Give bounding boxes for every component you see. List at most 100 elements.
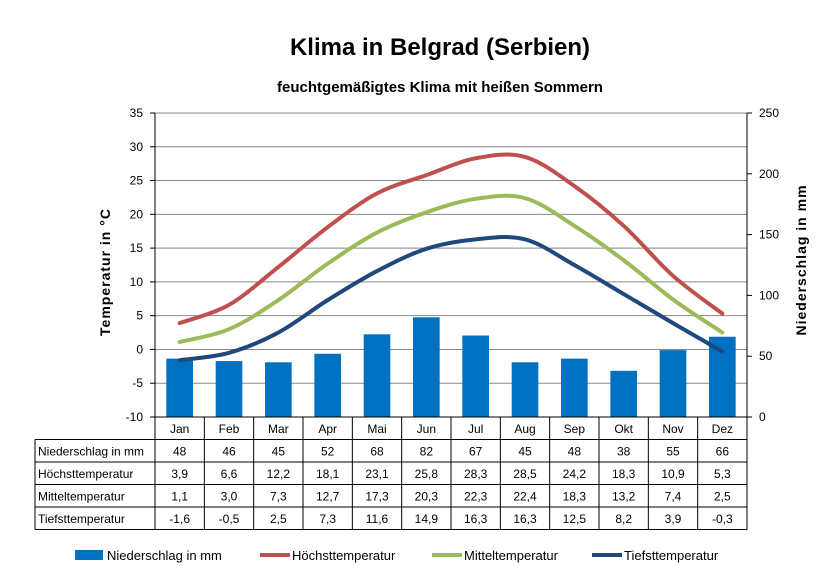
- table-cell: 82: [420, 445, 434, 459]
- table-cell: 45: [272, 445, 286, 459]
- table-row-header: Tiefsttemperatur: [38, 512, 125, 526]
- table-cell: 3,9: [665, 512, 682, 526]
- left-axis-ticks: -10 -5 0 5 10 15 20 25 30 35: [126, 106, 144, 424]
- axes: [150, 112, 752, 418]
- table-cell: -1,6: [169, 512, 190, 526]
- bar-niederschlag-feb: [215, 361, 243, 417]
- table-cell: 14,9: [415, 512, 439, 526]
- bar-niederschlag-nov: [659, 350, 687, 417]
- category-label: Aug: [514, 422, 535, 436]
- category-label: Okt: [614, 422, 633, 436]
- right-tick-label: 0: [759, 410, 766, 424]
- table-row-header: Höchsttemperatur: [38, 467, 133, 481]
- table-cell: 22,4: [513, 490, 537, 504]
- table-cell: 16,3: [464, 512, 488, 526]
- category-label: Feb: [219, 422, 240, 436]
- right-axis-ticks: 0 50 100 150 200 250: [759, 106, 779, 424]
- table-cell: 17,3: [365, 490, 389, 504]
- right-tick-label: 50: [759, 349, 773, 363]
- table-cell: 55: [666, 445, 680, 459]
- table-cell: 12,2: [267, 467, 291, 481]
- legend-label: Höchsttemperatur: [292, 548, 396, 563]
- chart-subtitle: feuchtgemäßigtes Klima mit heißen Sommer…: [277, 79, 603, 96]
- table-row-header: Niederschlag in mm: [38, 445, 144, 459]
- category-label: Sep: [564, 422, 586, 436]
- table-cell: 2,5: [270, 512, 287, 526]
- legend-label: Mitteltemperatur: [464, 548, 559, 563]
- table-cell: 23,1: [365, 467, 389, 481]
- table-cell: 68: [370, 445, 384, 459]
- legend: Niederschlag in mm Höchsttemperatur Mittel…: [75, 548, 719, 563]
- table-cell: 24,2: [563, 467, 587, 481]
- grid-lines: [155, 112, 747, 418]
- category-label: Apr: [318, 422, 337, 436]
- table-cell: 20,3: [415, 490, 439, 504]
- table-cell: 12,7: [316, 490, 340, 504]
- right-tick-label: 200: [759, 167, 779, 181]
- table-cell: 22,3: [464, 490, 488, 504]
- bar-niederschlag-sep: [561, 358, 588, 417]
- left-tick-label: -5: [132, 376, 143, 390]
- table-cell: -0,5: [219, 512, 240, 526]
- table-cell: 38: [617, 445, 631, 459]
- legend-label: Niederschlag in mm: [107, 548, 222, 563]
- table-cell: 48: [568, 445, 582, 459]
- y-axis-label-right: Niederschlag in mm: [793, 184, 809, 335]
- right-tick-label: 150: [759, 228, 779, 242]
- category-label: Mar: [268, 422, 289, 436]
- table-cell: 5,3: [714, 467, 731, 481]
- bar-niederschlag-okt: [610, 370, 637, 417]
- bar-niederschlag-jul: [462, 335, 489, 417]
- left-tick-label: 5: [136, 309, 143, 323]
- right-tick-label: 250: [759, 106, 779, 120]
- left-tick-label: 25: [130, 174, 144, 188]
- table-cell: 7,4: [665, 490, 682, 504]
- table-cell: 16,3: [513, 512, 537, 526]
- bar-niederschlag-mai: [363, 334, 391, 417]
- legend-swatch-bar: [75, 550, 103, 560]
- table-cell: 45: [518, 445, 532, 459]
- table-cell: 66: [716, 445, 730, 459]
- bar-niederschlag-dez: [709, 336, 736, 417]
- table-cell: 48: [173, 445, 187, 459]
- line-series: [177, 152, 725, 363]
- left-tick-label: 0: [136, 342, 143, 356]
- table-cell: 12,5: [563, 512, 587, 526]
- y-axis-label-left: Temperatur in °C: [97, 208, 113, 336]
- category-label: Dez: [712, 422, 733, 436]
- table-cell: 7,3: [319, 512, 336, 526]
- bar-niederschlag-apr: [314, 353, 341, 417]
- category-label: Mai: [367, 422, 386, 436]
- left-tick-label: 35: [130, 106, 144, 120]
- table-cell: 28,3: [464, 467, 488, 481]
- bar-niederschlag-jun: [413, 317, 440, 417]
- table-row-header: Mitteltemperatur: [38, 490, 125, 504]
- left-tick-label: 20: [130, 207, 144, 221]
- table-cell: 18,3: [612, 467, 636, 481]
- table-cell: 11,6: [366, 512, 389, 526]
- line-hoechsttemperatur: [177, 152, 725, 326]
- table-cell: -0,3: [712, 512, 733, 526]
- category-label: Jul: [468, 422, 483, 436]
- category-label: Jan: [170, 422, 189, 436]
- left-tick-label: 10: [130, 275, 144, 289]
- table-cell: 13,2: [612, 490, 636, 504]
- bar-niederschlag-aug: [511, 362, 539, 417]
- table-cell: 67: [469, 445, 483, 459]
- table-cell: 18,1: [316, 467, 340, 481]
- chart-title: Klima in Belgrad (Serbien): [290, 34, 590, 61]
- table-cell: 1,1: [171, 490, 188, 504]
- table-cell: 28,5: [513, 467, 537, 481]
- right-tick-label: 100: [759, 288, 779, 302]
- line-mitteltemperatur: [177, 193, 725, 345]
- table-cell: 6,6: [221, 467, 238, 481]
- table-cell: 10,9: [661, 467, 685, 481]
- left-tick-label: 15: [130, 241, 144, 255]
- table-cell: 3,0: [221, 490, 238, 504]
- bar-series: [166, 317, 736, 417]
- left-tick-label: 30: [130, 140, 144, 154]
- table-cell: 52: [321, 445, 335, 459]
- legend-label: Tiefsttemperatur: [624, 548, 719, 563]
- table-cell: 46: [222, 445, 236, 459]
